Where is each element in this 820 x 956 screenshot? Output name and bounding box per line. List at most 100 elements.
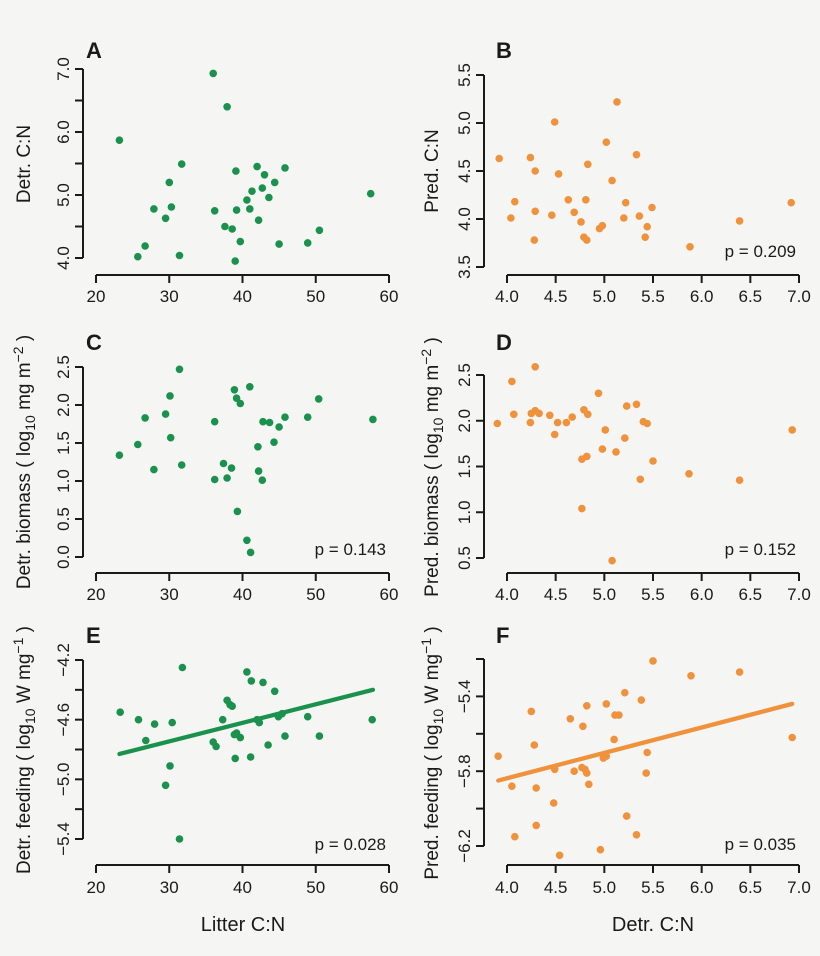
data-points [115, 365, 377, 557]
x-tick-label: 5.5 [641, 585, 665, 604]
data-points [116, 663, 377, 843]
y-tick-label: −6.2 [455, 829, 474, 863]
x-tick-label: 7.0 [787, 585, 811, 604]
y-tick-label: 6.0 [54, 120, 73, 144]
y-tick-label: 0.0 [54, 545, 73, 569]
y-tick-label: 5.0 [455, 111, 474, 135]
y-tick-label: 4.0 [54, 246, 73, 270]
x-tick-label: 4.5 [544, 878, 568, 897]
x-tick-label: 50 [306, 287, 325, 306]
data-points [493, 363, 796, 565]
p-value-label: p = 0.209 [725, 242, 796, 261]
y-axis-title: Pred. C:N [422, 129, 443, 212]
data-points [115, 69, 375, 265]
y-tick-label: 2.0 [455, 409, 474, 433]
x-tick-label: 60 [380, 287, 399, 306]
x-tick-label: 40 [233, 878, 252, 897]
x-tick-label: 5.0 [593, 585, 617, 604]
x-tick-label: 20 [87, 878, 106, 897]
panel-letter: A [86, 38, 102, 63]
x-tick-label: 6.0 [690, 585, 714, 604]
y-axis: 0.5 1.0 1.5 2.0 2.5 [455, 363, 485, 570]
x-axis: 20 30 40 50 60 [87, 864, 399, 897]
x-tick-label: 40 [233, 287, 252, 306]
x-axis: 20 30 40 50 60 [87, 572, 399, 604]
x-axis-title: Detr. C:N [612, 914, 694, 936]
x-tick-label: 6.5 [739, 287, 763, 306]
y-tick-label: −5.0 [54, 763, 73, 797]
y-tick-label: −5.4 [455, 680, 474, 714]
panel-A-scatter: 4.0 5.0 6.0 7.0 20 30 40 50 60 A Detr. C:N [14, 38, 399, 306]
y-axis-title: Detr. feeding ( log10 W mg−1 ) [10, 626, 38, 874]
y-tick-label: −5.8 [455, 754, 474, 788]
p-value-label: p = 0.028 [315, 835, 386, 854]
x-tick-label: 30 [160, 878, 179, 897]
panel-D-scatter: 0.5 1.0 1.5 2.0 2.5 4.0 4.5 5.0 5.5 6.0 6.5 7.0 Dp =… [418, 330, 811, 604]
y-tick-label: 2.5 [54, 355, 73, 379]
panel-F-scatter: −6.2 −5.8 −5.4 4.0 4.5 5.0 5.5 6.0 6.5 7.0 Fp = 0.… [418, 623, 811, 936]
x-tick-label: 20 [87, 287, 106, 306]
x-axis: 4.0 4.5 5.0 5.5 6.0 6.5 7.0 [495, 572, 811, 604]
y-tick-label: 1.0 [54, 469, 73, 493]
x-tick-label: 4.5 [544, 287, 568, 306]
x-tick-label: 5.0 [593, 287, 617, 306]
x-axis: 4.0 4.5 5.0 5.5 6.0 6.5 7.0 [495, 274, 811, 306]
x-tick-label: 50 [306, 585, 325, 604]
panel-E-scatter: −5.4 −5.0 −4.6 −4.2 20 30 40 50 60 Ep = 0.028 Detr… [10, 623, 399, 936]
y-tick-label: 1.5 [455, 455, 474, 479]
panel-letter: B [496, 38, 512, 63]
y-tick-label: 4.0 [455, 207, 474, 231]
y-axis-title: Detr. C:N [14, 125, 35, 203]
p-value-label: p = 0.152 [725, 540, 796, 559]
x-tick-label: 5.0 [593, 878, 617, 897]
regression-line [496, 701, 795, 783]
y-tick-label: 1.0 [455, 500, 474, 524]
y-axis: 0.0 0.5 1.0 1.5 2.0 2.5 [54, 355, 84, 569]
y-tick-label: 0.5 [455, 546, 474, 570]
x-tick-label: 20 [87, 585, 106, 604]
y-axis-title: Pred. feeding ( log10 W mg−1 ) [418, 626, 446, 879]
x-tick-label: 6.0 [690, 287, 714, 306]
panel-letter: D [496, 330, 512, 355]
x-tick-label: 60 [380, 585, 399, 604]
y-tick-label: 0.5 [54, 507, 73, 531]
x-tick-label: 6.0 [690, 878, 714, 897]
x-tick-label: 40 [233, 585, 252, 604]
y-tick-label: 3.5 [455, 255, 474, 279]
x-tick-label: 5.5 [641, 287, 665, 306]
panel-B-scatter: 3.5 4.0 4.5 5.0 5.5 4.0 4.5 5.0 5.5 6.0 6.5 7.0 Bp =… [422, 38, 811, 306]
panel-letter: F [496, 623, 509, 648]
x-axis: 4.0 4.5 5.0 5.5 6.0 6.5 7.0 [495, 864, 811, 897]
x-tick-label: 4.0 [495, 585, 519, 604]
x-tick-label: 60 [380, 878, 399, 897]
x-tick-label: 4.0 [495, 878, 519, 897]
data-points [494, 657, 796, 860]
y-axis: −6.2 −5.8 −5.4 [455, 658, 485, 863]
y-tick-label: 5.0 [54, 183, 73, 207]
x-axis: 20 30 40 50 60 [87, 274, 399, 306]
x-tick-label: 4.0 [495, 287, 519, 306]
panel-letter: C [86, 330, 102, 355]
y-tick-label: −4.2 [54, 643, 73, 677]
x-tick-label: 30 [160, 287, 179, 306]
y-axis: 3.5 4.0 4.5 5.0 5.5 [455, 63, 485, 279]
x-tick-label: 30 [160, 585, 179, 604]
y-tick-label: 2.0 [54, 393, 73, 417]
x-tick-label: 7.0 [787, 287, 811, 306]
y-axis-title: Detr. biomass ( log10 mg m−2 ) [10, 335, 38, 589]
y-tick-label: 1.5 [54, 431, 73, 455]
p-value-label: p = 0.035 [725, 835, 796, 854]
x-axis-title: Litter C:N [201, 914, 285, 936]
x-tick-label: 5.5 [641, 878, 665, 897]
y-tick-label: 2.5 [455, 363, 474, 387]
y-axis: −5.4 −5.0 −4.6 −4.2 [54, 643, 84, 856]
x-tick-label: 7.0 [787, 878, 811, 897]
p-value-label: p = 0.143 [315, 540, 386, 559]
y-tick-label: 7.0 [54, 57, 73, 81]
panel-letter: E [86, 623, 101, 648]
x-tick-label: 6.5 [739, 878, 763, 897]
data-points [495, 98, 795, 251]
panel-C-scatter: 0.0 0.5 1.0 1.5 2.0 2.5 20 30 40 50 60 Cp = 0.143 De… [10, 330, 399, 604]
y-tick-label: −5.4 [54, 822, 73, 856]
